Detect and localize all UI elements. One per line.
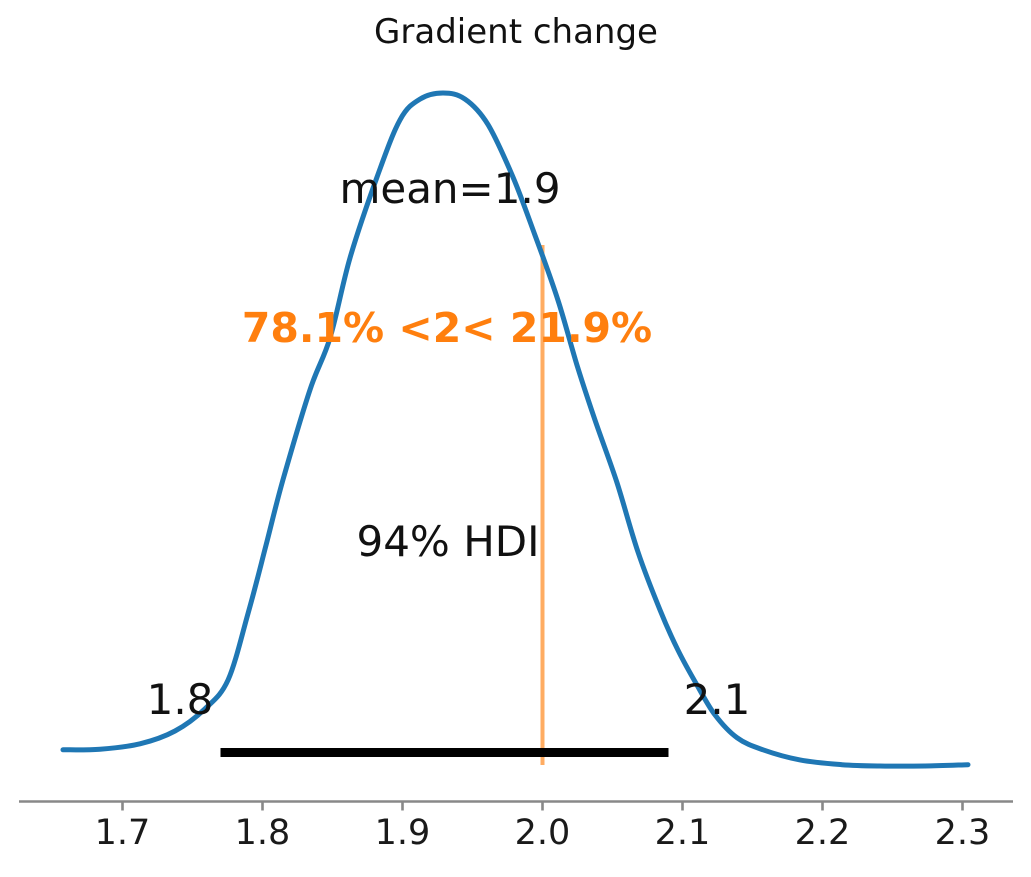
hdi-label: 94% HDI (356, 517, 540, 566)
hdi-lower-label: 1.8 (146, 675, 214, 724)
mean-label: mean=1.9 (339, 164, 561, 213)
plot-title: Gradient change (374, 12, 658, 52)
x-tick-label: 1.9 (374, 813, 431, 853)
x-tick-label: 2.3 (934, 813, 991, 853)
x-tick-label: 1.8 (234, 813, 291, 853)
ref-val-label: 78.1% <2< 21.9% (241, 304, 653, 352)
x-tick-label: 2.1 (654, 813, 711, 853)
x-tick-label: 2.0 (514, 813, 571, 853)
x-tick-label: 1.7 (94, 813, 151, 853)
density-curve (60, 90, 971, 769)
hdi-bar (220, 748, 669, 757)
x-tick-marks (121, 801, 964, 811)
hdi-upper-label: 2.1 (683, 675, 751, 724)
x-tick-label: 2.2 (794, 813, 851, 853)
